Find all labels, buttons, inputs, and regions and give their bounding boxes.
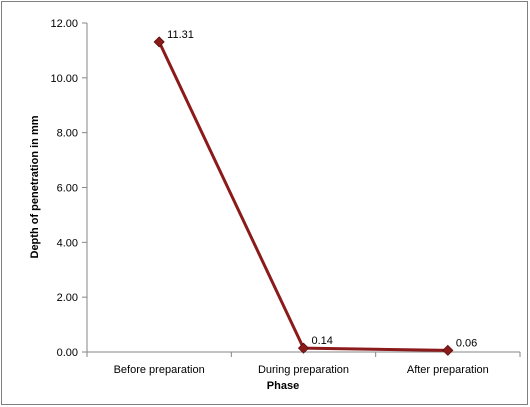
x-tick-label: After preparation xyxy=(407,364,489,376)
y-axis-title: Depth of penetration in mm xyxy=(29,115,41,258)
y-tick-label: 2.00 xyxy=(57,292,78,304)
y-tick-label: 6.00 xyxy=(57,183,78,195)
data-label: 0.06 xyxy=(456,337,477,349)
data-label: 11.31 xyxy=(167,29,194,41)
y-tick-label: 12.00 xyxy=(50,18,78,30)
y-tick-label: 10.00 xyxy=(50,73,78,85)
axes xyxy=(86,23,520,353)
x-tick-label: Before preparation xyxy=(114,364,205,376)
data-labels: 11.31 0.14 0.06 xyxy=(167,29,477,349)
y-axis-ticks: 0.00 2.00 4.00 6.00 8.00 10.00 12.00 xyxy=(50,18,87,359)
series xyxy=(153,36,454,356)
x-axis-title: Phase xyxy=(267,380,299,392)
y-tick-label: 0.00 xyxy=(57,347,78,359)
data-point-marker xyxy=(442,344,454,356)
x-tick-label: During preparation xyxy=(258,364,349,376)
data-point-marker xyxy=(153,36,165,48)
y-tick-label: 4.00 xyxy=(57,237,78,249)
data-label: 0.14 xyxy=(312,335,333,347)
x-axis-ticks: Before preparation During preparation Afte… xyxy=(86,352,521,376)
data-point-marker xyxy=(297,342,310,354)
y-tick-label: 8.00 xyxy=(57,128,78,140)
series-line xyxy=(157,41,448,352)
